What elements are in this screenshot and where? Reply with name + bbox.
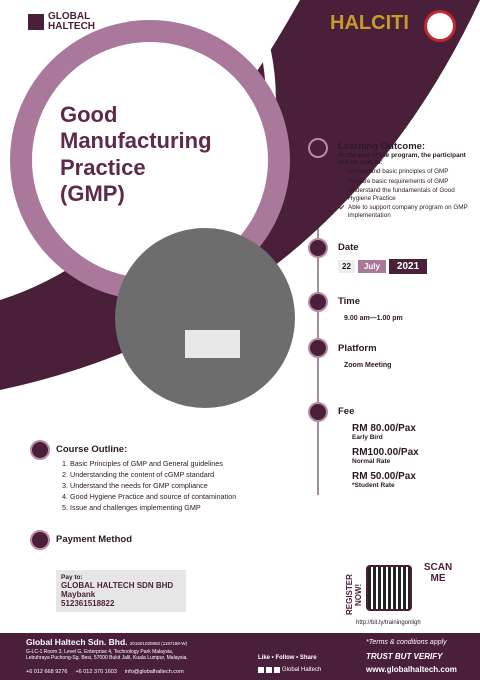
icon [30,440,50,460]
qr-code [366,565,412,611]
outline-item: Good Hygiene Practice and source of cont… [70,492,306,501]
course-outline: Course Outline: Basic Principles of GMP … [56,444,306,514]
bank: Maybank [61,590,96,599]
outline-item: Understanding the content of cGMP standa… [70,470,306,479]
background-shapes [0,0,480,495]
phone: +6 012 668 9276 [26,669,68,675]
footer: Global Haltech Sdn. Bhd. 201601020850 (1… [0,633,480,680]
pay-to: Pay to: [61,574,83,581]
address-line: Lebuhraya Puchong-Sg. Besi, 57000 Bukit … [26,655,188,662]
heading: Fee [338,406,355,417]
icon [308,292,328,312]
logo-text: GLOBAL HALTECH [48,12,95,32]
fee: Fee RM 80.00/Pax Early Bird RM100.00/Pax No… [338,406,419,489]
photo-box [185,330,240,358]
year: 2021 [388,259,428,274]
platform: Platform Zoom Meeting [338,343,391,369]
heading: Learning Outcome: [338,141,426,152]
partner-name: HALCITI [330,12,409,34]
title-line: Practice [60,154,146,180]
learning-outcome: Learning Outcome: At the end of the prog… [338,141,473,221]
social-icon [266,667,272,673]
outline-item: Understand the needs for GMP compliance [70,481,306,490]
social-icon [274,667,280,673]
outline-list: Basic Principles of GMP and General guid… [56,459,306,512]
address-line: G-LC-1 Room 3, Level G, Enterprise 4, Te… [26,649,174,655]
icon [308,238,328,258]
outcome-item: Understand basic principles of GMP [338,168,473,176]
phone: +6 012 370 1603 [75,669,117,675]
heading: Payment Method [56,534,133,545]
certification-badge [424,10,456,42]
register-label: REGISTER NOW! [345,574,363,616]
icon [308,402,328,422]
fee-price: RM100.00/Pax [352,447,419,458]
heading: Time [338,296,361,307]
intro: At the end of the program, the participa… [338,152,466,166]
photo-placeholder [115,228,295,408]
register-url: http://bit.ly/trainingonligh [356,620,421,626]
company: GLOBAL HALTECH SDN BHD [61,581,174,590]
logo: GLOBAL HALTECH [28,12,95,32]
social-row: Global Haltech [258,667,321,673]
month: July [357,260,386,273]
social: Like • Follow • Share [258,655,317,661]
reg-no: 201601020850 (1197188-W) [129,641,188,646]
title: Good Manufacturing Practice (GMP) [60,102,212,208]
payment: Payment Method [56,534,132,545]
outline-item: Issue and challenges implementing GMP [70,503,306,512]
motto: TRUST BUT VERIFY [366,652,443,661]
title-line: Good [60,102,118,127]
heading: Platform [338,343,377,354]
icon [308,138,328,158]
partner-tagline: HOUSE OF HALAL COACHING & TRAINING [328,35,411,40]
email: info@globalhaltech.com [124,669,184,675]
terms: *Terms & conditions apply [366,639,447,646]
time-value: 9.00 am—1.00 pm [344,315,403,322]
outline-item: Basic Principles of GMP and General guid… [70,459,306,468]
payment-box: Pay to: GLOBAL HALTECH SDN BHD Maybank 5… [56,570,186,612]
title-circle [32,42,268,278]
logo-bottom: HALTECH [48,21,96,32]
heading: Date [338,242,359,253]
account: 512361518822 [61,599,115,608]
title-line: (GMP) [60,181,125,207]
company: Global Haltech Sdn. Bhd. [26,637,128,647]
fee-label: Early Bird [352,434,383,441]
outcome-item: Prepare basic requirements of GMP [338,178,473,186]
time: Time 9.00 am—1.00 pm [338,296,403,322]
partner-logo: HALCITI HOUSE OF HALAL COACHING & TRAINI… [322,12,417,40]
icon [308,338,328,358]
icon [30,530,50,550]
social-icon [258,667,264,673]
fee-price: RM 80.00/Pax [352,423,416,434]
footer-company: Global Haltech Sdn. Bhd. 201601020850 (1… [26,637,187,647]
logo-top: GLOBAL [48,11,91,22]
date-value: 22 July 2021 [338,259,428,274]
website: www.globalhaltech.com [366,665,457,674]
address: G-LC-1 Room 3, Level G, Enterprise 4, Te… [26,649,188,662]
outcome-item: Understand the fundamentals of Good Hygi… [338,187,473,202]
scan-me: SCAN ME [423,562,453,584]
fee-label: Normal Rate [352,458,391,465]
contacts: +6 012 668 9276 +6 012 370 1603 info@glo… [26,669,184,675]
fee-label: *Student Rate [352,482,395,489]
logo-mark [28,14,44,30]
heading: Course Outline: [56,444,128,455]
social-name: Global Haltech [282,667,322,673]
day: 22 [338,260,355,273]
outcome-list: Understand basic principles of GMP Prepar… [338,168,473,219]
fee-price: RM 50.00/Pax [352,471,416,482]
title-line: Manufacturing [60,128,212,154]
outcome-item: Able to support company program on GMP i… [338,204,473,219]
platform-value: Zoom Meeting [344,362,392,369]
fee-list: RM 80.00/Pax Early Bird RM100.00/Pax Normal… [352,423,419,489]
date: Date 22 July 2021 [338,242,428,274]
